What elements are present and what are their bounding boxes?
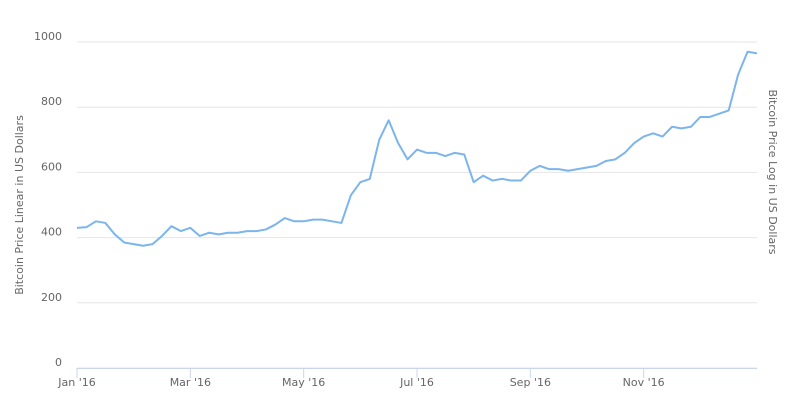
y-tick-label: 1000 bbox=[34, 30, 62, 43]
y2-axis-title: Bitcoin Price Log in US Dollars bbox=[766, 89, 779, 254]
y-tick-label: 600 bbox=[41, 160, 62, 173]
y-axis-title: Bitcoin Price Linear in US Dollars bbox=[13, 115, 26, 295]
x-tick-label: Nov '16 bbox=[623, 376, 665, 389]
x-tick-label: Jan '16 bbox=[57, 376, 95, 389]
price-line bbox=[76, 50, 758, 247]
x-tick-label: May '16 bbox=[282, 376, 325, 389]
y-tick-label: 800 bbox=[41, 95, 62, 108]
y-tick-label: 0 bbox=[55, 356, 62, 369]
x-tick-label: Mar '16 bbox=[170, 376, 211, 389]
y-tick-label: 400 bbox=[41, 226, 62, 239]
x-tick-label: Sep '16 bbox=[510, 376, 551, 389]
y-tick-label: 200 bbox=[41, 291, 62, 304]
x-tick-label: Jul '16 bbox=[399, 376, 434, 389]
